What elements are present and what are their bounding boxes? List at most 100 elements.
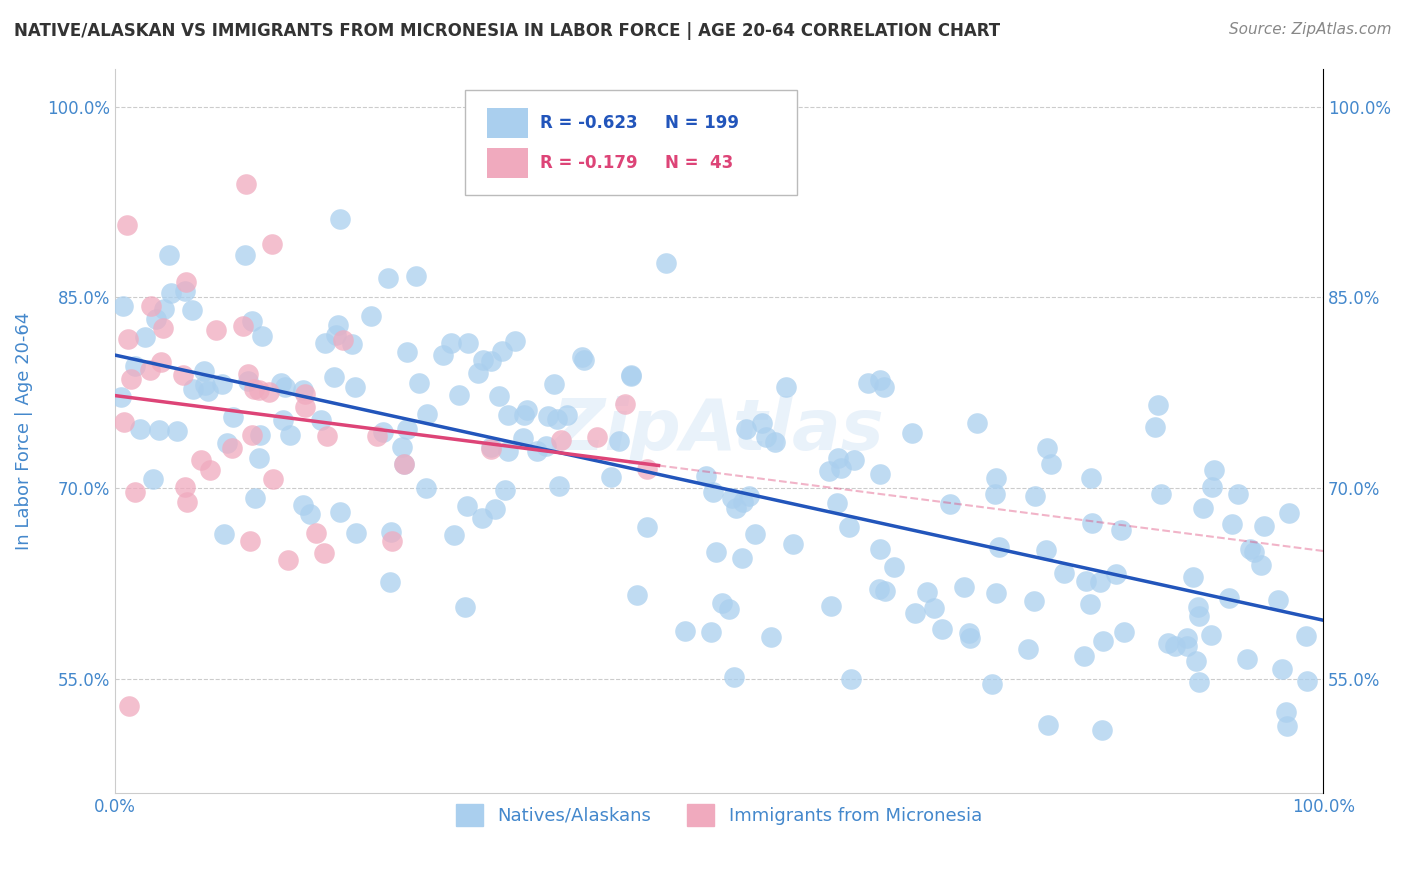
Point — [194, 378, 217, 392]
Point — [827, 451, 849, 466]
Point — [901, 426, 924, 441]
Point — [496, 409, 519, 423]
Point — [1164, 639, 1187, 653]
Point — [1036, 718, 1059, 732]
Point — [314, 336, 336, 351]
Point — [440, 335, 463, 350]
Point — [118, 698, 141, 713]
Point — [235, 177, 257, 191]
Point — [1275, 719, 1298, 733]
Point — [1220, 517, 1243, 532]
Point — [360, 309, 382, 323]
Point — [491, 344, 513, 359]
Point — [1092, 633, 1115, 648]
Point — [479, 440, 502, 454]
Point — [922, 601, 945, 615]
Point — [1250, 558, 1272, 573]
Point — [394, 457, 416, 471]
Point — [252, 329, 274, 343]
Point — [247, 451, 270, 466]
Point — [607, 434, 630, 449]
Point — [222, 409, 245, 424]
Point — [636, 519, 658, 533]
Point — [112, 415, 135, 429]
Text: N =  43: N = 43 — [665, 153, 733, 172]
Point — [481, 353, 503, 368]
Point — [873, 379, 896, 393]
Point — [1052, 566, 1074, 580]
Point — [1143, 420, 1166, 434]
Point — [711, 595, 734, 609]
Point — [415, 481, 437, 495]
Point — [751, 416, 773, 430]
Point — [166, 424, 188, 438]
Point — [117, 332, 139, 346]
Point — [340, 336, 363, 351]
Point — [380, 524, 402, 539]
Point — [1109, 523, 1132, 537]
Point — [134, 330, 156, 344]
Point — [957, 625, 980, 640]
Point — [512, 431, 534, 445]
Point — [1187, 599, 1209, 614]
Point — [373, 425, 395, 439]
Point — [176, 495, 198, 509]
Point — [904, 606, 927, 620]
Point — [332, 333, 354, 347]
Point — [277, 553, 299, 567]
Point — [755, 430, 778, 444]
Point — [325, 327, 347, 342]
Point — [257, 384, 280, 399]
Point — [735, 422, 758, 436]
Point — [305, 525, 328, 540]
Point — [1091, 723, 1114, 737]
Point — [718, 602, 741, 616]
Point — [243, 382, 266, 396]
Point — [183, 383, 205, 397]
Point — [1146, 398, 1168, 412]
Point — [516, 403, 538, 417]
Point — [856, 376, 879, 390]
Text: N = 199: N = 199 — [665, 114, 738, 132]
Point — [586, 430, 609, 444]
Point — [239, 534, 262, 549]
Text: R = -0.179: R = -0.179 — [540, 153, 638, 172]
Point — [447, 388, 470, 402]
Point — [1157, 636, 1180, 650]
Point — [695, 469, 717, 483]
Point — [236, 375, 259, 389]
Point — [503, 334, 526, 348]
Point — [1150, 487, 1173, 501]
Point — [172, 368, 194, 382]
Point — [142, 473, 165, 487]
Point — [120, 372, 142, 386]
Point — [309, 413, 332, 427]
Point — [174, 276, 197, 290]
Point — [236, 368, 259, 382]
Point — [733, 495, 755, 509]
Point — [456, 500, 478, 514]
Point — [488, 389, 510, 403]
Point — [394, 458, 416, 472]
Point — [294, 400, 316, 414]
Point — [599, 470, 621, 484]
Point — [232, 318, 254, 333]
Point — [115, 218, 138, 232]
Point — [1024, 489, 1046, 503]
Point — [825, 496, 848, 510]
Point — [380, 574, 402, 589]
Point — [983, 487, 1005, 501]
Point — [292, 498, 315, 512]
Point — [981, 676, 1004, 690]
Point — [221, 441, 243, 455]
Point — [838, 520, 860, 534]
Point — [262, 236, 284, 251]
Point — [1080, 516, 1102, 530]
Point — [915, 585, 938, 599]
Point — [408, 376, 430, 391]
Point — [655, 255, 678, 269]
Point — [484, 502, 506, 516]
Point — [1088, 575, 1111, 590]
Point — [432, 348, 454, 362]
Point — [534, 439, 557, 453]
